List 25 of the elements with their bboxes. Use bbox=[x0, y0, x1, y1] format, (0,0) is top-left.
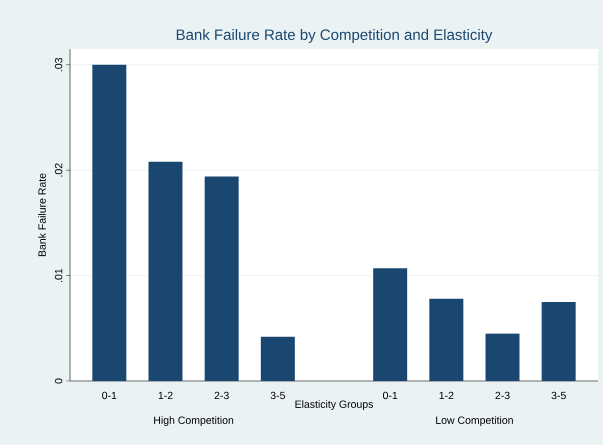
x-tick-label: 2-3 bbox=[495, 392, 510, 400]
bar bbox=[148, 162, 182, 382]
bar bbox=[204, 176, 239, 382]
chart-title: Bank Failure Rate by Competition and Elasticity bbox=[176, 29, 492, 43]
bar bbox=[429, 298, 464, 382]
x-tick-label: 2-3 bbox=[214, 392, 229, 400]
text: High Competition bbox=[154, 416, 234, 426]
bar bbox=[542, 302, 576, 382]
bar bbox=[486, 334, 520, 382]
x-tick-label: 3-5 bbox=[551, 392, 566, 400]
y-tick-label: .01 bbox=[54, 268, 62, 282]
x-tick-label: 1-2 bbox=[440, 392, 454, 400]
bar bbox=[260, 336, 295, 382]
x-tick-label: 1-2 bbox=[158, 392, 173, 400]
x-tick-label: 0-1 bbox=[102, 392, 116, 400]
y-tick-label: .02 bbox=[54, 163, 62, 177]
y-axis-title: Bank Failure Rate bbox=[38, 173, 46, 256]
x-axis-title: Elasticity Groups bbox=[295, 400, 373, 410]
y-tick-label: 0 bbox=[54, 378, 62, 384]
bar bbox=[373, 268, 408, 382]
y-tick-label: .03 bbox=[54, 58, 62, 72]
text: Low Competition bbox=[436, 416, 513, 426]
x-tick-label: 3-5 bbox=[270, 392, 285, 400]
bar bbox=[92, 64, 126, 382]
x-tick-label: 0-1 bbox=[382, 392, 398, 400]
